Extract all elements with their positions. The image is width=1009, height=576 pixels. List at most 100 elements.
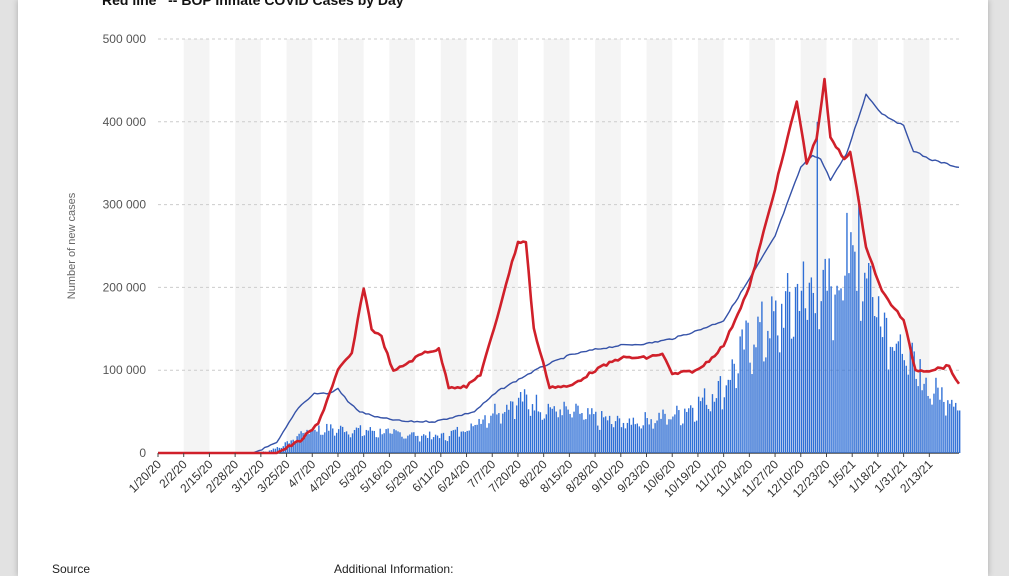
bar [883,312,886,453]
bar [359,425,362,453]
additional-info-link[interactable]: Additional Information: [334,562,454,576]
bar [599,429,601,453]
bar [957,410,959,453]
bar [636,423,638,453]
bar [879,326,882,453]
bar [434,434,437,453]
bar [622,422,625,453]
bar [324,432,326,453]
bar [701,397,704,453]
bar [873,316,876,453]
bar [363,435,366,453]
bar [555,411,557,453]
bar [955,402,957,453]
bar [719,376,722,453]
bar [648,424,650,453]
bar [389,433,391,453]
bar [567,409,569,453]
bar [909,345,911,453]
bar [755,347,757,453]
bar [850,232,852,453]
bar [488,423,490,453]
bar [616,415,619,453]
bar [585,419,587,453]
bar [270,450,273,453]
bar [929,398,931,453]
bar [565,406,567,453]
bar [438,438,441,453]
bar [316,431,318,453]
bar [905,365,907,453]
bar [383,433,385,453]
bar [711,394,714,453]
x-tick-label: 1/20/20 [126,457,164,495]
bar [670,419,672,453]
bar [662,409,664,453]
bar [899,334,902,453]
bar [709,411,712,453]
bar [587,408,589,453]
bar [397,431,399,453]
bar [365,429,368,453]
bar [804,308,807,453]
bar [343,432,346,453]
bar [403,438,405,453]
bar [862,301,864,453]
bar [870,265,872,453]
y-axis: 0 100 000 200 000 300 000 400 000 500 000 [103,32,147,460]
bar [836,285,838,453]
bar [604,416,607,453]
bar [697,396,700,453]
bar [591,408,593,453]
bar [953,406,955,453]
bar [820,301,822,453]
bar [314,429,316,453]
bar [703,388,706,453]
bar [725,385,727,453]
bar [543,418,546,453]
bar [521,401,524,453]
bar [571,417,573,453]
bar [881,337,884,453]
bar [840,288,842,453]
bar [630,424,633,453]
bar [508,409,510,453]
bar [391,433,393,453]
bar [527,409,530,453]
bar [575,403,577,453]
bar [603,417,605,453]
bar [498,413,500,453]
bar [480,423,482,453]
bar [357,428,360,453]
bar [529,415,532,453]
bar [634,424,637,453]
bar [846,212,848,453]
national-cases-line [158,93,960,454]
bar [925,377,927,453]
bar [512,401,514,453]
bar [379,428,381,453]
bar [421,435,423,453]
bar [620,427,623,453]
y-tick-label: 0 [139,446,146,460]
chart-card: Red line -- BOP Inmate COVID Cases by Da… [18,0,988,576]
bar [274,448,277,453]
background-band [543,39,570,453]
background-band [492,39,518,453]
bar [885,317,888,453]
bar [415,435,417,453]
bar [476,424,478,453]
bar [606,420,609,453]
source-link[interactable]: Source [52,562,91,576]
bar [907,374,909,453]
bar [739,336,741,453]
bar [519,392,522,453]
bar [349,437,352,453]
bar [628,418,631,453]
bar [753,344,755,453]
bar [478,418,480,453]
bar [816,121,818,454]
bar [302,433,304,453]
bar [818,329,820,453]
bar [690,405,692,453]
